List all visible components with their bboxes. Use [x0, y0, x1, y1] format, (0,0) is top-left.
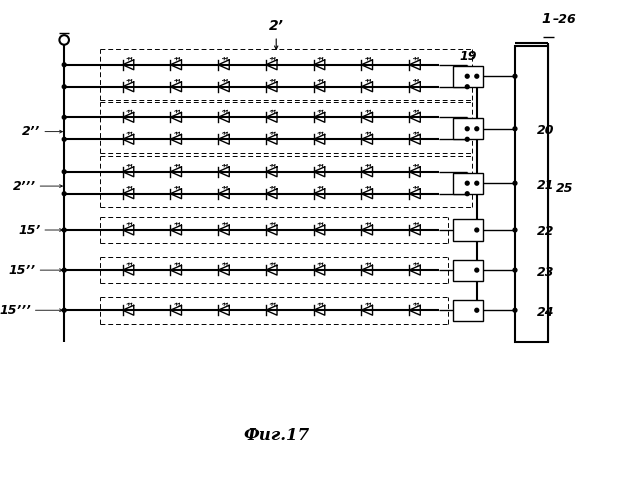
Text: 15’: 15’ — [18, 224, 40, 237]
Circle shape — [62, 268, 66, 272]
Circle shape — [62, 170, 66, 174]
Circle shape — [513, 181, 517, 185]
Bar — [453, 259, 484, 280]
Circle shape — [465, 181, 469, 185]
Circle shape — [62, 192, 66, 196]
Text: –26: –26 — [552, 12, 576, 25]
Circle shape — [465, 192, 469, 196]
Circle shape — [475, 268, 479, 272]
Circle shape — [62, 308, 66, 312]
Circle shape — [475, 308, 479, 312]
Circle shape — [475, 181, 479, 185]
Text: 21: 21 — [537, 179, 554, 192]
Circle shape — [513, 127, 517, 131]
Circle shape — [513, 268, 517, 272]
Text: Фиг.17: Фиг.17 — [243, 427, 309, 444]
Text: 25: 25 — [556, 183, 574, 196]
Bar — [453, 66, 484, 87]
Text: 20: 20 — [537, 124, 554, 137]
Bar — [453, 173, 484, 194]
Text: 24: 24 — [537, 306, 554, 319]
Circle shape — [513, 228, 517, 232]
Bar — [453, 300, 484, 321]
Text: 2’: 2’ — [269, 19, 284, 33]
Circle shape — [465, 137, 469, 141]
Bar — [453, 220, 484, 241]
Bar — [453, 118, 484, 139]
Bar — [515, 46, 548, 342]
Circle shape — [60, 35, 69, 45]
Text: 2’’’: 2’’’ — [12, 180, 35, 193]
Text: 15’’: 15’’ — [9, 263, 35, 276]
Text: 15’’’: 15’’’ — [0, 304, 31, 317]
Circle shape — [513, 308, 517, 312]
Text: 23: 23 — [537, 265, 554, 278]
Circle shape — [62, 228, 66, 232]
Text: 2’’: 2’’ — [22, 125, 40, 138]
Circle shape — [62, 63, 66, 67]
Text: 19: 19 — [460, 50, 477, 63]
Text: 22: 22 — [537, 226, 554, 239]
Circle shape — [475, 228, 479, 232]
Circle shape — [62, 85, 66, 89]
Circle shape — [513, 74, 517, 78]
Circle shape — [62, 115, 66, 119]
Circle shape — [475, 74, 479, 78]
Circle shape — [465, 85, 469, 89]
Circle shape — [62, 137, 66, 141]
Circle shape — [475, 127, 479, 131]
Text: 1: 1 — [542, 11, 551, 25]
Circle shape — [465, 74, 469, 78]
Circle shape — [465, 127, 469, 131]
